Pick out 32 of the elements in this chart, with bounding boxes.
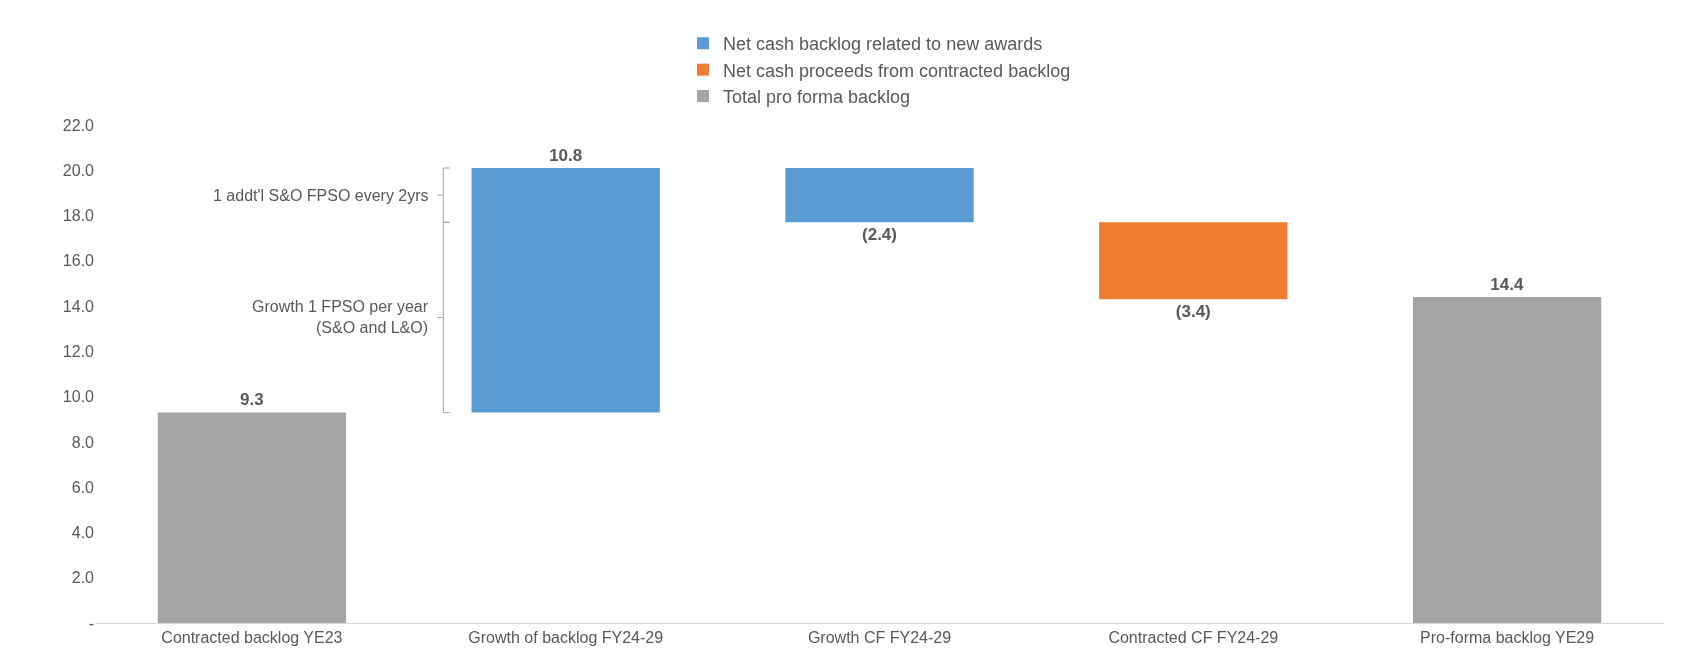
legend-label: Net cash proceeds from contracted backlog — [723, 60, 1071, 81]
x-tick-label: Contracted backlog YE23 — [161, 629, 343, 647]
y-tick-label: - — [88, 614, 94, 632]
legend-label: Net cash backlog related to new awards — [723, 34, 1043, 55]
data-label: 10.8 — [549, 146, 583, 166]
data-label: 14.4 — [1490, 275, 1524, 295]
data-label: (2.4) — [862, 225, 897, 245]
bar — [1099, 222, 1288, 300]
y-tick-label: 20.0 — [62, 161, 95, 179]
x-tick-label: Pro-forma backlog YE29 — [1420, 629, 1595, 647]
bar — [1412, 297, 1602, 623]
y-tick-label: 18.0 — [62, 207, 95, 225]
x-tick-label: Contracted CF FY24-29 — [1108, 629, 1279, 647]
y-tick-label: 14.0 — [62, 297, 95, 315]
y-tick-label: 22.0 — [62, 116, 95, 134]
annotation: Growth 1 FPSO per year (S&O and L&O) — [252, 298, 429, 336]
x-tick-label: Growth of backlog FY24-29 — [468, 629, 664, 647]
bar — [785, 168, 974, 223]
y-tick-label: 2.0 — [71, 569, 95, 587]
y-tick-label: 8.0 — [71, 433, 95, 451]
data-label: (3.4) — [1175, 302, 1211, 322]
y-tick-label: 6.0 — [71, 478, 95, 496]
bar — [157, 412, 347, 623]
x-tick-label: Growth CF FY24-29 — [807, 629, 952, 647]
y-tick-label: 4.0 — [71, 524, 95, 542]
legend-label: Total pro forma backlog — [723, 87, 911, 108]
bar — [471, 168, 660, 413]
data-label: 9.3 — [240, 390, 264, 410]
y-tick-label: 16.0 — [62, 252, 95, 270]
annotation: 1 addt'l S&O FPSO every 2yrs — [213, 187, 429, 204]
y-tick-label: 12.0 — [62, 342, 95, 360]
y-tick-label: 10.0 — [62, 388, 95, 406]
